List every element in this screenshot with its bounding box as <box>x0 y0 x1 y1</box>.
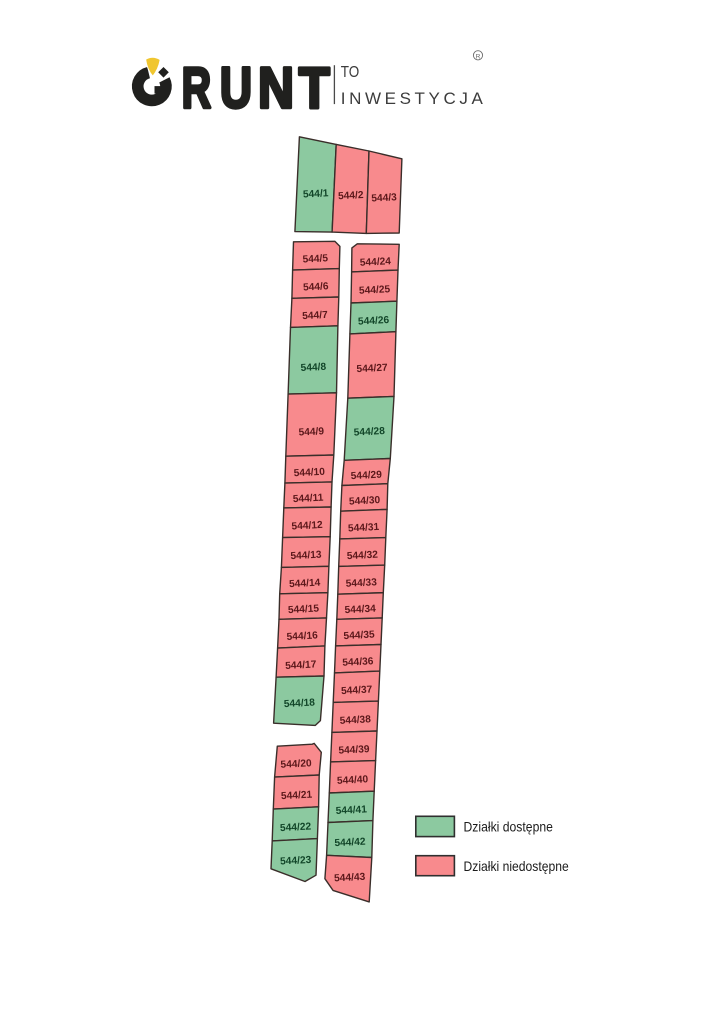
svg-text:544/33: 544/33 <box>345 577 377 590</box>
svg-text:544/5: 544/5 <box>302 253 328 265</box>
svg-text:544/15: 544/15 <box>288 603 320 616</box>
svg-text:544/6: 544/6 <box>303 281 329 293</box>
svg-text:544/8: 544/8 <box>300 362 326 374</box>
svg-text:544/17: 544/17 <box>285 659 317 672</box>
svg-text:544/42: 544/42 <box>334 837 366 850</box>
svg-text:Działki niedostępne: Działki niedostępne <box>464 858 569 874</box>
svg-text:544/31: 544/31 <box>348 522 380 535</box>
svg-text:544/14: 544/14 <box>289 578 321 591</box>
svg-text:544/41: 544/41 <box>335 804 367 817</box>
svg-text:544/13: 544/13 <box>290 550 322 563</box>
svg-text:544/16: 544/16 <box>286 630 318 643</box>
svg-text:544/1: 544/1 <box>303 188 329 200</box>
svg-text:544/35: 544/35 <box>343 629 375 642</box>
svg-text:544/39: 544/39 <box>338 744 370 757</box>
svg-text:544/30: 544/30 <box>349 495 381 508</box>
svg-text:544/22: 544/22 <box>280 821 312 834</box>
svg-text:544/2: 544/2 <box>338 190 364 202</box>
svg-text:TO: TO <box>341 64 360 81</box>
svg-text:544/23: 544/23 <box>280 855 312 868</box>
svg-text:544/21: 544/21 <box>281 790 313 803</box>
svg-text:544/36: 544/36 <box>342 656 374 669</box>
svg-text:544/12: 544/12 <box>291 520 323 533</box>
svg-text:544/20: 544/20 <box>280 758 312 771</box>
svg-text:544/27: 544/27 <box>356 363 388 376</box>
svg-text:R: R <box>182 56 212 120</box>
svg-text:544/37: 544/37 <box>341 684 373 697</box>
svg-text:R: R <box>476 53 481 60</box>
svg-text:544/38: 544/38 <box>339 714 371 727</box>
svg-text:544/40: 544/40 <box>337 774 369 787</box>
svg-text:Działki dostępne: Działki dostępne <box>464 819 554 835</box>
svg-text:544/18: 544/18 <box>284 697 316 710</box>
svg-text:544/34: 544/34 <box>344 604 376 617</box>
svg-text:544/26: 544/26 <box>358 315 390 328</box>
svg-text:T: T <box>299 56 330 120</box>
svg-text:544/24: 544/24 <box>360 256 392 269</box>
svg-text:544/43: 544/43 <box>334 872 366 885</box>
svg-text:544/28: 544/28 <box>353 426 385 439</box>
svg-text:U: U <box>220 56 252 120</box>
svg-text:544/9: 544/9 <box>298 426 324 438</box>
svg-text:544/3: 544/3 <box>371 192 397 204</box>
svg-text:544/7: 544/7 <box>302 310 328 322</box>
svg-text:544/25: 544/25 <box>359 284 391 297</box>
svg-text:544/29: 544/29 <box>350 470 382 483</box>
svg-text:544/32: 544/32 <box>347 550 379 563</box>
svg-text:544/11: 544/11 <box>293 493 324 506</box>
svg-text:544/10: 544/10 <box>293 467 325 480</box>
svg-text:N: N <box>258 56 294 120</box>
